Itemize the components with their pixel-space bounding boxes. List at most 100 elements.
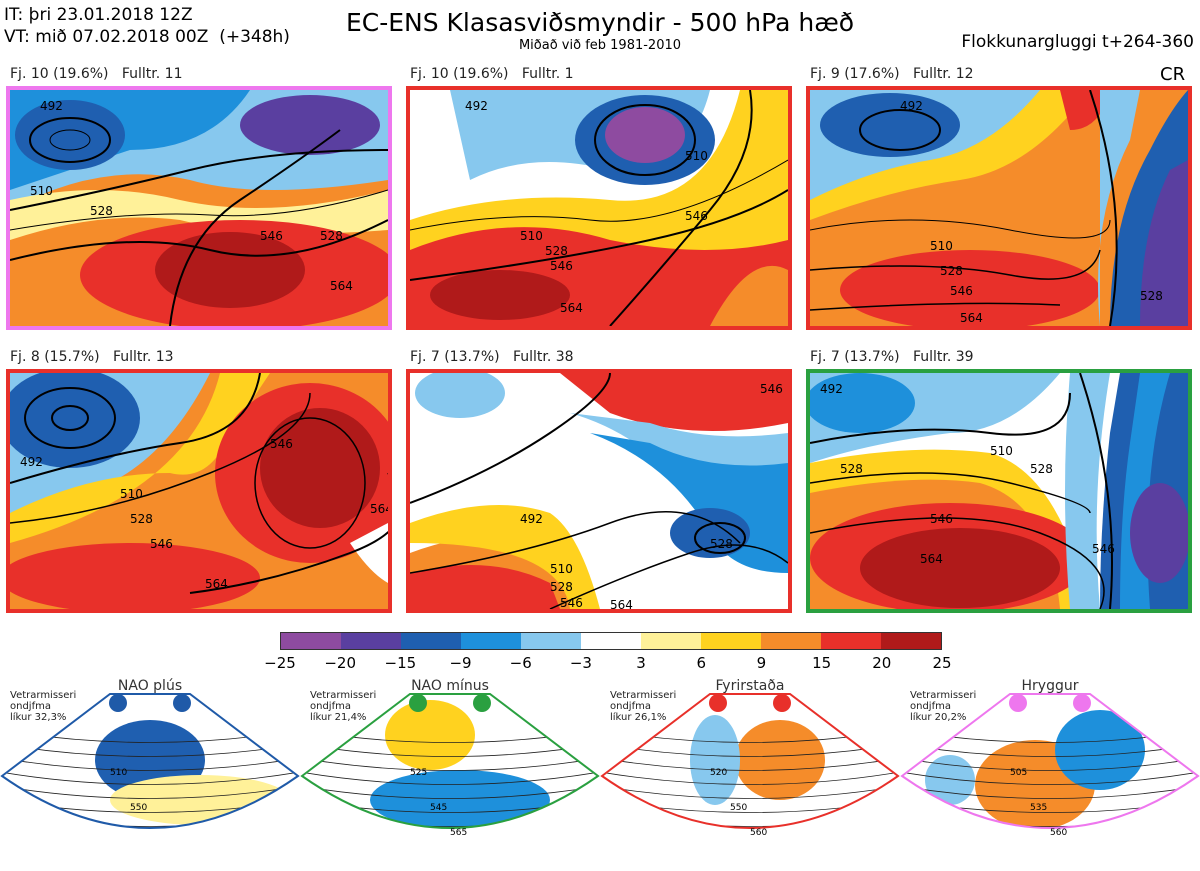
contour-label: 510 [30,184,53,198]
cluster-map-1: 492 510 528 546 528 564 [6,86,392,330]
window-label: Flokkunargluggi t+264-360 [961,32,1194,52]
regime-name: NAO plús [117,678,183,694]
colorbar-swatch [641,633,701,649]
cluster-map-6: 492 510 528 546 564 528 546 [806,369,1192,613]
cr-label: CR [1160,64,1186,85]
contour-label: 546 [260,229,283,243]
contour-label: 564 [560,301,583,315]
contour-label: 528 [1030,462,1053,476]
contour-label: 546 [760,382,783,396]
colorbar-swatch [581,633,641,649]
contour-label: 564 [205,577,228,591]
colorbar-swatch [761,633,821,649]
contour-label: 564 [610,598,633,609]
colorbar-swatch [461,633,521,649]
colorbar-tick: −3 [569,654,592,672]
contour-label: 492 [900,99,923,113]
contour-label: 564 [330,279,353,293]
svg-text:565: 565 [450,828,467,838]
contour-label: 546 [560,596,583,609]
contour-label: 546 [270,437,293,451]
contour-label: 528 [840,462,863,476]
page-title: EC-ENS Klasasviðsmyndir - 500 hPa hæð [345,8,855,37]
regime-map: 510 550 [0,693,300,829]
colorbar-tick: −6 [509,654,532,672]
cluster-map-3: 492 510 528 546 564 528 [806,86,1192,330]
colorbar [280,632,942,650]
panel-1-label: Fj. 10 (19.6%) Fulltr. 11 [10,66,183,82]
regime-note: Vetrarmisseri ondjfma líkur 20,2% [910,690,977,723]
panel-3-label: Fj. 9 (17.6%) Fulltr. 12 [810,66,974,82]
colorbar-tick: 20 [872,654,892,672]
colorbar-tick: −20 [324,654,356,672]
colorbar-swatch [701,633,761,649]
svg-text:510: 510 [110,768,127,778]
contour-label: 546 [550,259,573,273]
contour-label: 546 [685,209,708,223]
panel-5-label: Fj. 7 (13.7%) Fulltr. 38 [410,349,574,365]
colorbar-swatch [281,633,341,649]
contour-label: 528 [1140,289,1163,303]
colorbar-tick: 15 [812,654,832,672]
svg-text:520: 520 [710,768,727,778]
svg-text:525: 525 [410,768,427,778]
svg-text:535: 535 [1030,803,1047,813]
cluster-map-4: 492 510 528 546 564 546 564 [6,369,392,613]
colorbar-tick: −9 [449,654,472,672]
contour-label: 492 [520,512,543,526]
contour-label: 510 [520,229,543,243]
regime-name: Fyrirstaða [715,678,785,694]
panel-4-label: Fj. 8 (15.7%) Fulltr. 13 [10,349,174,365]
contour-label: 528 [550,580,573,594]
colorbar-tick: 9 [756,654,767,672]
colorbar-swatch [881,633,941,649]
contour-label: 492 [465,99,488,113]
cluster-map-5: 492 510 528 546 564 528 546 [406,369,792,613]
contour-label: 492 [40,99,63,113]
regime-map: 505 535 560 [900,693,1200,838]
colorbar-tick: −15 [384,654,417,672]
regime-map: 520 550 560 [600,693,900,838]
contour-label: 510 [550,562,573,576]
contour-label: 510 [120,487,143,501]
colorbar-tick: 6 [696,654,707,672]
contour-label: 528 [940,264,963,278]
colorbar-swatch [821,633,881,649]
svg-text:550: 550 [730,803,747,813]
regime-map: 525 545 565 [300,693,600,838]
page-subtitle: Miðað við feb 1981-2010 [518,38,682,53]
colorbar-tick: 25 [932,654,952,672]
contour-label: 564 [370,502,388,516]
colorbar-swatch [521,633,581,649]
contour-label: 528 [320,229,343,243]
svg-text:560: 560 [750,828,767,838]
panel-6-label: Fj. 7 (13.7%) Fulltr. 39 [810,349,974,365]
colorbar-swatch [341,633,401,649]
contour-label: 528 [710,537,733,551]
colorbar-swatch [401,633,461,649]
init-time: IT: þri 23.01.2018 12Z [4,5,193,25]
regime-name: Hryggur [1021,678,1079,694]
colorbar-tick: −25 [264,654,296,672]
contour-label: 564 [960,311,983,325]
contour-label: 510 [990,444,1013,458]
regime-note: Vetrarmisseri ondjfma líkur 26,1% [610,690,677,723]
contour-label: 546 [1092,542,1115,556]
contour-label: 564 [920,552,943,566]
contour-label: 528 [90,204,113,218]
valid-time: VT: mið 07.02.2018 00Z (+348h) [4,27,290,47]
colorbar-tick: 3 [636,654,646,672]
svg-text:550: 550 [130,803,147,813]
svg-text:560: 560 [1050,828,1067,838]
contour-label: 492 [20,455,43,469]
contour-label: 546 [150,537,173,551]
contour-label: 528 [545,244,568,258]
panel-2-label: Fj. 10 (19.6%) Fulltr. 1 [410,66,574,82]
contour-label: 510 [930,239,953,253]
contour-label: 492 [820,382,843,396]
contour-label: 546 [930,512,953,526]
contour-label: 546 [950,284,973,298]
svg-text:505: 505 [1010,768,1027,778]
cluster-map-2: 492 510 528 546 564 546 510 [406,86,792,330]
contour-label: 510 [685,149,708,163]
